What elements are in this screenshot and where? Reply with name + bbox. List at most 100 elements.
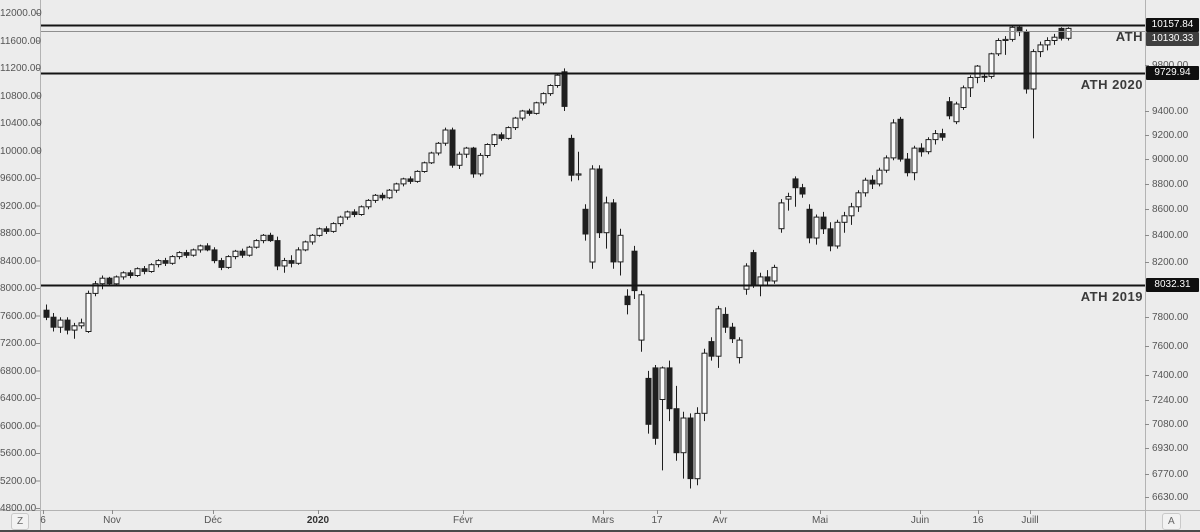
candle-body: [183, 252, 190, 256]
right-axis-tick-label: 7400.00: [1152, 370, 1189, 382]
candle-body: [386, 189, 393, 199]
left-axis-tick-label: 6000.00: [0, 420, 37, 432]
candle-body: [260, 234, 267, 242]
candle-body: [393, 183, 400, 191]
candle-body: [1065, 27, 1072, 39]
candle-body: [428, 152, 435, 164]
candle-body: [162, 260, 169, 264]
candle-body: [407, 178, 414, 182]
candle-body: [757, 276, 764, 286]
candle-body: [379, 194, 386, 199]
candle-body: [883, 157, 890, 171]
candle-body: [750, 252, 757, 286]
time-axis-label: 2020: [306, 515, 330, 526]
time-axis-label: 6: [40, 515, 46, 526]
left-axis-tick-label: 8800.00: [0, 228, 37, 239]
candle-body: [449, 129, 456, 166]
candle-body: [806, 208, 813, 239]
candle-body: [218, 260, 225, 268]
right-axis-tick-label: 6930.00: [1152, 442, 1189, 454]
candle-body: [897, 118, 904, 160]
axis-mode-button[interactable]: A: [1162, 513, 1181, 530]
right-axis-tick-label: 8600.00: [1152, 204, 1189, 216]
candle-body: [680, 417, 687, 454]
left-axis-tick-label: 9200.00: [0, 200, 37, 212]
candle-body: [743, 265, 750, 290]
candle-body: [211, 249, 218, 262]
candle-body: [862, 179, 869, 194]
candle-body: [729, 326, 736, 340]
time-axis-label: Juin: [910, 515, 930, 526]
candle-body: [673, 408, 680, 454]
right-axis-tick-label: 8400.00: [1152, 230, 1189, 242]
candle-body: [596, 168, 603, 234]
right-axis-tick-label: 9800.00: [1152, 60, 1188, 71]
candle-body: [1009, 26, 1016, 40]
candle-body: [365, 199, 372, 208]
candle-body: [652, 367, 659, 439]
candle-body: [855, 192, 862, 208]
candle-body: [477, 154, 484, 175]
candle-body: [323, 228, 330, 232]
time-axis-label: Juill: [1021, 515, 1039, 526]
candle-body: [302, 241, 309, 251]
price-level-badge: 8032.31: [1146, 277, 1199, 292]
candle-body: [841, 215, 848, 223]
candle-body: [624, 295, 631, 306]
last-price-badge: 10130.33: [1146, 32, 1199, 47]
candle-body: [512, 117, 519, 129]
left-axis-tick-label: 5200.00: [0, 475, 37, 487]
candle-body: [463, 147, 470, 155]
candle-body: [99, 277, 106, 285]
candle-body: [519, 110, 526, 119]
right-axis-tick-label: 9400.00: [1152, 106, 1189, 118]
candle-body: [246, 246, 253, 256]
candle-body: [232, 250, 239, 258]
time-axis-label: Mars: [591, 515, 615, 526]
candle-body: [442, 129, 449, 144]
candle-body: [939, 133, 946, 138]
candle-body: [967, 77, 974, 89]
right-axis-tick-label: 9000.00: [1152, 154, 1189, 166]
candle-body: [701, 352, 708, 414]
candle-body: [974, 65, 981, 78]
left-axis-tick-label: 10400.00: [0, 118, 42, 129]
right-axis-tick-label: 9200.00: [1152, 129, 1189, 141]
right-axis-tick-label: 7080.00: [1152, 419, 1189, 431]
candle-body: [274, 240, 281, 267]
candle-body: [505, 127, 512, 139]
price-level-badge: 9729.94: [1146, 65, 1199, 80]
candle-body: [764, 276, 771, 282]
candle-body: [1023, 31, 1030, 90]
candle-body: [92, 283, 99, 294]
candle-body: [694, 412, 701, 480]
candle-body: [638, 294, 645, 341]
candle-body: [64, 319, 71, 331]
candle-body: [771, 266, 778, 282]
candle-body: [239, 250, 246, 256]
left-axis-tick-label: 12000.00: [0, 8, 42, 19]
candle-body: [876, 169, 883, 185]
candle-body: [715, 308, 722, 357]
candle-body: [820, 216, 827, 230]
candle-body: [995, 40, 1002, 55]
timezone-button[interactable]: Z: [11, 513, 30, 530]
candle-body: [169, 256, 176, 264]
candle-body: [610, 202, 617, 263]
candle-body: [918, 147, 925, 153]
candle-body: [57, 319, 64, 328]
candle-body: [288, 260, 295, 264]
candle-body: [988, 53, 995, 77]
candle-body: [554, 74, 561, 86]
candle-body: [78, 322, 85, 327]
candle-body: [134, 268, 141, 277]
candle-body: [848, 206, 855, 217]
candle-body: [267, 234, 274, 242]
candle-body: [176, 252, 183, 258]
candle-body: [358, 206, 365, 216]
candle-body: [813, 216, 820, 239]
candle-body: [309, 234, 316, 243]
candle-body: [736, 339, 743, 359]
time-axis-label: Mai: [811, 515, 829, 526]
